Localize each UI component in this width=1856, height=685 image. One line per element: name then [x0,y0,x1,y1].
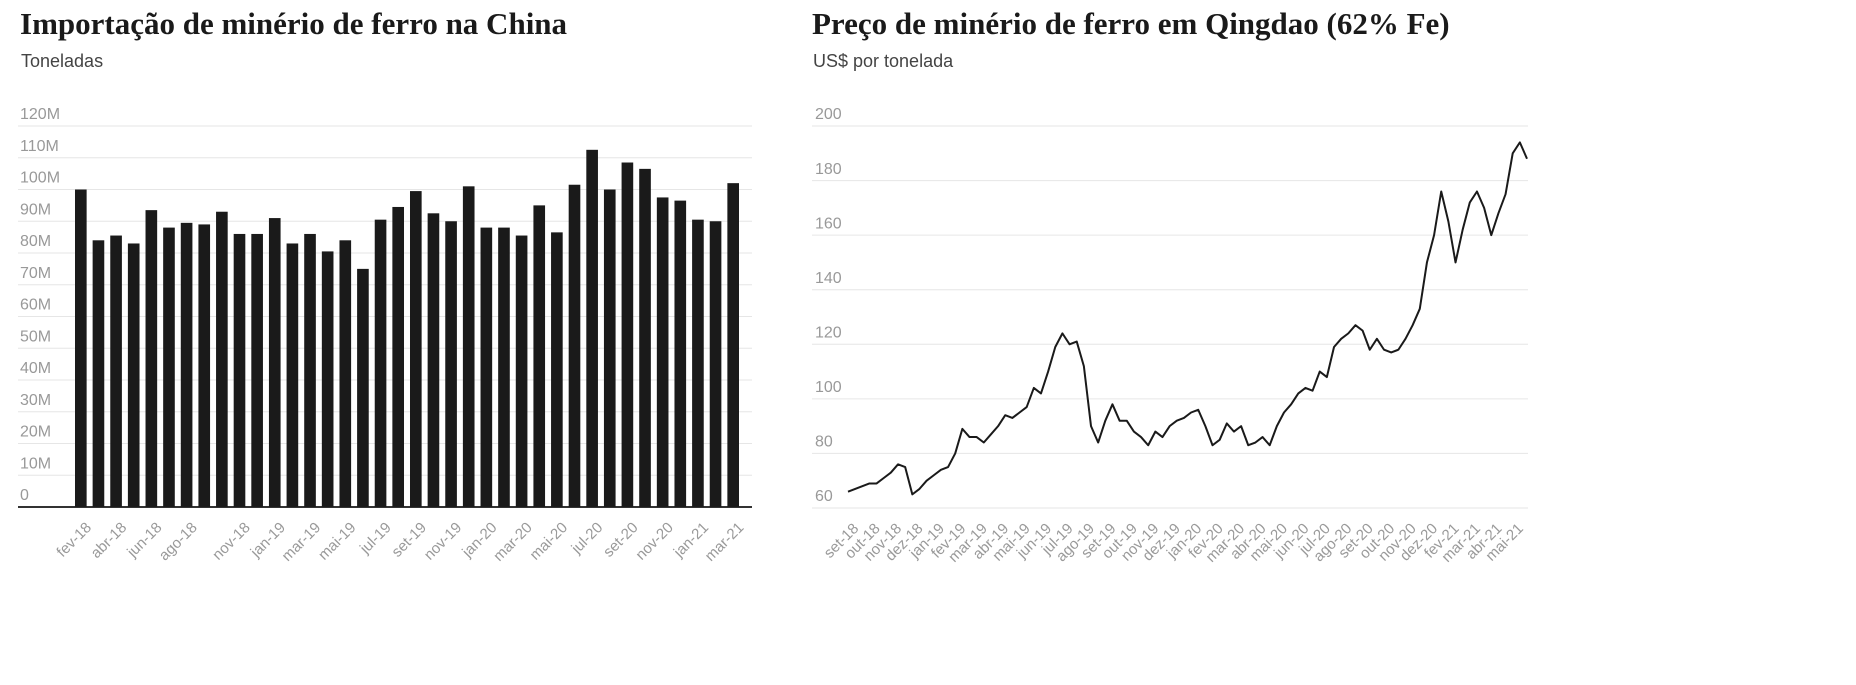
y-tick-label: 80 [815,434,833,451]
x-tick-label: mar-19 [279,519,325,565]
x-tick-label: ago-18 [156,519,201,564]
bar [304,233,316,507]
chart-title: Preço de minério de ferro em Qingdao (62… [812,6,1450,41]
y-tick-label: 60 [815,488,833,505]
y-tick-label: 120 [815,325,842,342]
y-tick-label: 100 [815,379,842,396]
bar [409,191,422,507]
y-tick-label: 140 [815,270,842,287]
y-tick-label: 20M [20,424,51,441]
y-tick-label: 100M [20,170,60,187]
bar [216,211,228,507]
x-tick-label: mar-21 [702,519,748,565]
bar [445,221,457,507]
bar [145,210,158,507]
bar [321,251,334,507]
bar [515,235,528,507]
y-tick-label: 160 [815,215,842,232]
bar [180,222,193,507]
price-line [847,141,1528,496]
bar [498,227,510,507]
y-tick-label: 10M [20,455,51,472]
bar [568,184,581,508]
bar [427,213,440,507]
bar [92,240,105,508]
bar [656,197,669,507]
bar [692,219,704,507]
bar [198,224,211,508]
y-tick-label: 30M [20,392,51,409]
x-tick-label: abr-18 [88,519,131,562]
chart-subtitle: US$ por tonelada [813,51,954,71]
x-tick-label: mar-20 [490,519,536,565]
y-tick-label: 110M [20,138,59,155]
bar [357,268,369,507]
y-tick-label: 40M [20,360,51,377]
x-tick-label: nov-18 [209,519,253,563]
y-tick-label: 50M [20,328,51,345]
chart-subtitle: Toneladas [21,51,103,71]
bar [127,243,140,507]
bar [233,233,246,507]
bar [639,168,651,508]
x-tick-label: nov-19 [421,519,465,563]
bar [74,189,87,507]
y-tick-label: 200 [815,106,842,123]
y-tick-label: 120M [20,106,60,123]
bar [268,218,281,507]
x-tick-label: fev-18 [53,519,95,561]
bar [374,219,387,507]
y-tick-label: 0 [20,487,29,504]
bar [533,205,546,507]
bar [163,227,175,507]
y-tick-label: 90M [20,201,51,218]
bar [110,235,122,507]
bar [480,227,493,507]
bar [674,200,687,508]
bar [392,206,405,507]
bar [286,243,299,507]
y-tick-label: 180 [815,161,842,178]
bar [727,183,740,507]
x-tick-label: nov-20 [632,519,676,563]
bar [621,162,634,507]
bar [551,232,563,508]
x-tick-label: mai-20 [527,519,571,563]
bar [586,149,598,507]
bar [709,221,722,507]
bar [462,186,475,507]
y-tick-label: 60M [20,297,51,314]
x-tick-label: jul-20 [568,519,607,558]
chart-title: Importação de minério de ferro na China [20,6,568,41]
bar [251,233,263,507]
bar [603,189,616,507]
y-tick-label: 80M [20,233,51,250]
x-tick-label: mai-19 [315,519,359,563]
x-tick-label: jul-19 [356,519,395,558]
y-tick-label: 70M [20,265,51,282]
bar [339,240,352,508]
